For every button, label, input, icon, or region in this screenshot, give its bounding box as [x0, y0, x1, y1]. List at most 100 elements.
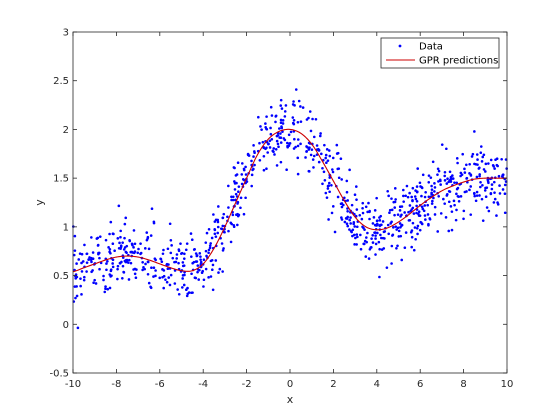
- data-point: [394, 198, 397, 201]
- data-point: [423, 204, 427, 207]
- data-point: [125, 251, 128, 255]
- data-point: [183, 273, 186, 277]
- data-point: [317, 149, 321, 152]
- data-point: [340, 218, 344, 221]
- data-point: [253, 151, 256, 155]
- data-point: [437, 195, 441, 198]
- data-point: [121, 277, 124, 280]
- data-point: [413, 195, 417, 198]
- data-point: [96, 244, 100, 247]
- data-point: [153, 257, 157, 260]
- data-point: [308, 110, 312, 113]
- data-point: [487, 162, 490, 165]
- data-point: [111, 258, 115, 262]
- data-point: [485, 186, 489, 189]
- data-point: [108, 247, 112, 251]
- data-point: [264, 122, 267, 125]
- data-point: [340, 178, 343, 181]
- data-point: [461, 152, 465, 156]
- data-point: [273, 153, 276, 156]
- data-point: [296, 144, 300, 148]
- data-point: [154, 269, 157, 272]
- data-point: [152, 220, 156, 224]
- data-point: [408, 219, 412, 222]
- data-point: [463, 167, 466, 171]
- data-point: [327, 218, 330, 221]
- data-point: [485, 206, 489, 209]
- data-point: [423, 214, 427, 217]
- data-point: [427, 223, 430, 227]
- data-point: [342, 203, 345, 207]
- data-point: [279, 132, 282, 135]
- x-tick-label: -2: [242, 379, 252, 390]
- data-point: [173, 282, 177, 285]
- data-point: [305, 149, 308, 153]
- data-point: [320, 152, 323, 156]
- data-point: [207, 251, 210, 255]
- data-point: [352, 233, 356, 237]
- data-point: [265, 127, 268, 131]
- data-point: [355, 233, 359, 236]
- data-point: [445, 182, 449, 185]
- data-point: [483, 189, 487, 192]
- data-point: [503, 183, 507, 187]
- data-point: [158, 276, 162, 280]
- data-point: [356, 235, 359, 239]
- data-point: [209, 259, 213, 263]
- data-point: [207, 227, 211, 231]
- data-point: [87, 258, 90, 261]
- gpr-prediction-line: [72, 128, 507, 273]
- data-point: [102, 278, 105, 282]
- data-point: [410, 195, 413, 199]
- data-point: [258, 141, 261, 145]
- data-point: [267, 142, 270, 146]
- data-point: [390, 262, 393, 265]
- data-point: [183, 252, 186, 256]
- data-point: [276, 142, 280, 146]
- data-point: [199, 258, 202, 261]
- data-point: [237, 185, 241, 188]
- data-point: [275, 139, 279, 143]
- data-point: [455, 187, 459, 191]
- data-point: [412, 212, 416, 215]
- data-point: [484, 170, 487, 173]
- data-point: [470, 155, 474, 158]
- data-point: [118, 261, 122, 265]
- data-point: [269, 105, 273, 109]
- data-point: [220, 242, 224, 245]
- data-point: [379, 233, 382, 237]
- data-point: [443, 170, 447, 174]
- data-point: [177, 249, 181, 253]
- data-point: [479, 145, 483, 148]
- data-point: [318, 134, 322, 138]
- data-point: [233, 182, 237, 185]
- data-point: [82, 278, 86, 282]
- data-point: [446, 177, 449, 181]
- data-point: [418, 181, 422, 185]
- data-point: [83, 243, 86, 247]
- data-point: [411, 221, 415, 225]
- data-point: [371, 234, 375, 237]
- data-point: [353, 243, 356, 246]
- data-point: [226, 215, 229, 219]
- data-point: [197, 278, 201, 281]
- data-point: [355, 243, 358, 246]
- data-point: [104, 238, 108, 242]
- data-point: [496, 203, 500, 206]
- data-point: [166, 267, 170, 271]
- data-point: [279, 118, 283, 122]
- data-point: [336, 195, 340, 199]
- data-point: [78, 252, 82, 255]
- data-point: [361, 201, 365, 205]
- data-point: [439, 212, 443, 215]
- data-point: [376, 231, 379, 235]
- data-point: [292, 100, 295, 103]
- x-axis-label: x: [287, 393, 294, 406]
- data-point: [403, 211, 406, 214]
- data-point: [481, 183, 484, 187]
- data-point: [386, 189, 389, 193]
- data-point: [436, 230, 440, 233]
- data-point: [202, 278, 206, 282]
- data-point: [187, 291, 191, 294]
- data-point: [284, 104, 288, 107]
